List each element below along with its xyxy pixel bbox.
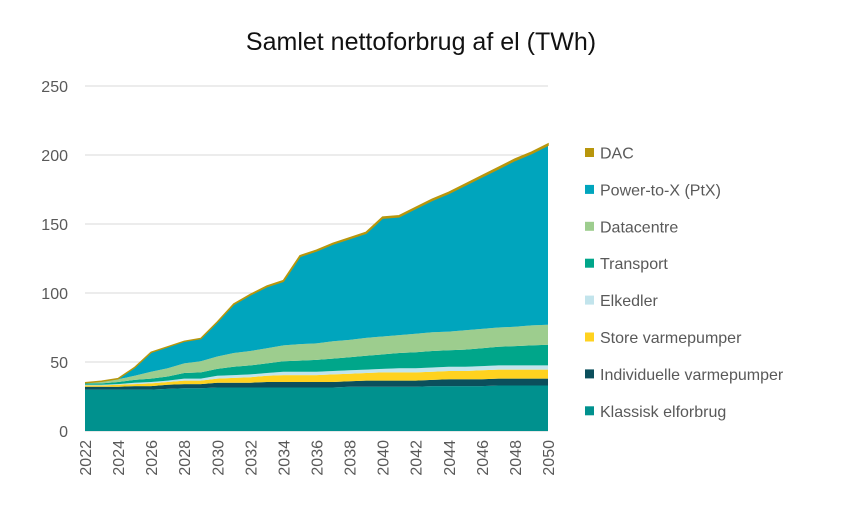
- x-tick-label: 2050: [541, 440, 558, 476]
- x-tick-label: 2036: [310, 440, 327, 476]
- x-tick-label: 2040: [376, 440, 393, 476]
- x-tick-label: 2030: [210, 440, 227, 476]
- legend-swatch: [585, 148, 594, 157]
- y-axis: 0 50 100 150 200 250: [41, 79, 68, 441]
- y-tick-label: 150: [41, 217, 68, 234]
- legend-item: Transport: [585, 256, 668, 273]
- legend-swatch: [585, 258, 594, 268]
- y-tick-label: 250: [41, 79, 68, 96]
- x-tick-label: 2028: [177, 440, 194, 476]
- area-klassisk-elforbrug: [85, 385, 548, 431]
- x-tick-label: 2034: [276, 440, 293, 476]
- area-transport: [85, 344, 548, 385]
- x-tick-label: 2032: [243, 440, 260, 476]
- chart-title: Samlet nettoforbrug af el (TWh): [246, 28, 596, 56]
- legend-item: Store varmepumper: [585, 330, 742, 347]
- legend-item: Power-to-X (PtX): [585, 182, 721, 199]
- x-tick-label: 2048: [508, 440, 525, 476]
- legend-label: Store varmepumper: [600, 330, 742, 347]
- legend-swatch: [585, 369, 594, 379]
- x-tick-label: 2024: [111, 440, 128, 476]
- legend-label: Datacentre: [600, 219, 678, 236]
- series-areas: [84, 142, 549, 431]
- legend-item: Elkedler: [585, 293, 658, 310]
- x-tick-label: 2038: [343, 440, 360, 476]
- legend-swatch: [585, 332, 594, 342]
- legend-label: Transport: [600, 256, 668, 273]
- area-datacentre: [85, 324, 548, 384]
- y-tick-label: 50: [50, 355, 68, 372]
- y-tick-label: 0: [59, 424, 68, 441]
- area-individuelle-varmepumper: [85, 378, 548, 390]
- legend-item: Datacentre: [585, 219, 678, 236]
- legend-label: Individuelle varmepumper: [600, 367, 784, 384]
- area-power-to-x-ptx: [85, 145, 548, 383]
- x-tick-label: 2022: [78, 440, 95, 476]
- legend-label: Klassisk elforbrug: [600, 404, 726, 421]
- legend-label: Power-to-X (PtX): [600, 182, 721, 199]
- legend-label: DAC: [600, 146, 634, 163]
- x-tick-label: 2046: [475, 440, 492, 476]
- legend-swatch: [585, 406, 594, 416]
- legend-item: Klassisk elforbrug: [585, 404, 726, 421]
- legend-swatch: [585, 295, 594, 305]
- legend-label: Elkedler: [600, 293, 658, 310]
- legend-swatch: [585, 184, 594, 194]
- x-tick-label: 2044: [442, 440, 459, 476]
- area-dac: [84, 142, 549, 384]
- area-store-varmepumper: [85, 369, 548, 387]
- legend-item: Individuelle varmepumper: [585, 367, 784, 384]
- legend: DAC Power-to-X (PtX) Datacentre Transport El…: [585, 146, 784, 421]
- x-tick-label: 2042: [409, 440, 426, 476]
- area-elkedler: [85, 365, 548, 386]
- legend-swatch: [585, 221, 594, 231]
- x-axis: 2022 2024 2026 2028 2030 2032 2034 2036 2038 2040…: [78, 440, 558, 476]
- y-tick-label: 100: [41, 286, 68, 303]
- x-tick-label: 2026: [144, 440, 161, 476]
- legend-item: DAC: [585, 146, 634, 163]
- y-tick-label: 200: [41, 148, 68, 165]
